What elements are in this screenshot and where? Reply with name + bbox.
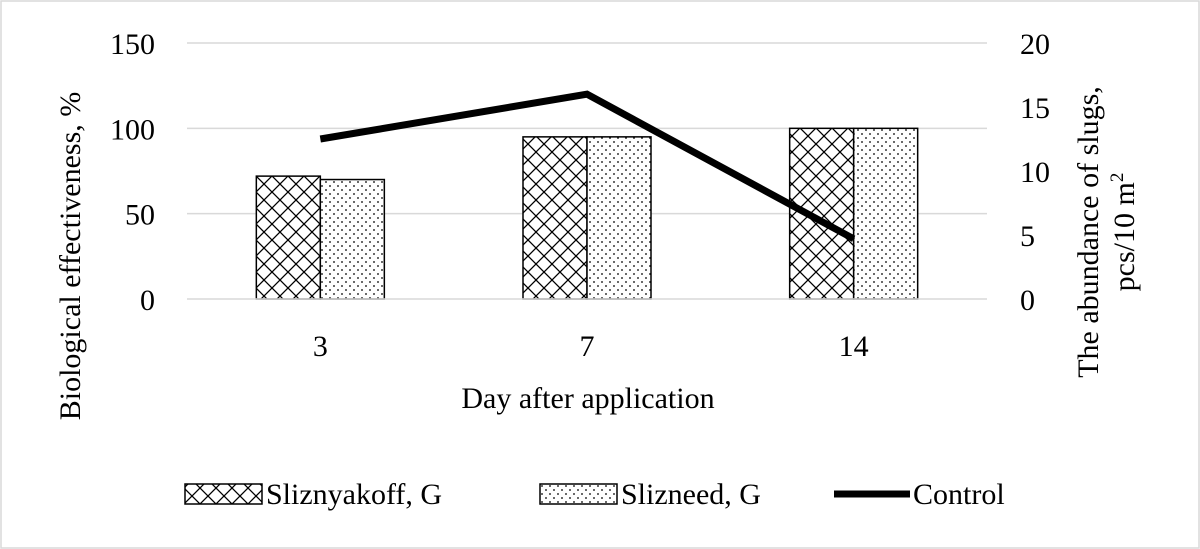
y2-axis-title-line2: pcs/10 m2 — [1107, 173, 1141, 292]
legend-label: Control — [913, 478, 1005, 511]
y-tick-label: 0 — [140, 284, 155, 317]
y2-axis-title-unit: pcs/10 m — [1108, 182, 1141, 291]
y-axis-title: Biological effectiveness, % — [54, 92, 87, 421]
y2-tick-label: 0 — [1020, 284, 1035, 317]
y2-tick-label: 20 — [1020, 28, 1050, 61]
x-tick-label: 14 — [839, 330, 869, 363]
legend-label: Slizneed, G — [621, 478, 761, 511]
legend-item: Slizneed, G — [539, 478, 761, 511]
legend: Sliznyakoff, G Slizneed, G Control — [184, 478, 1005, 511]
bar — [586, 136, 652, 300]
axis-layer: 0 50 100 150 0 5 10 15 20 3 7 14 — [110, 28, 1050, 363]
bar — [788, 127, 855, 300]
legend-item: Control — [834, 478, 1005, 511]
y-tick-label: 100 — [110, 113, 155, 146]
legend-item: Sliznyakoff, G — [184, 478, 442, 511]
y2-axis-title: The abundance of slugs, pcs/10 m2 — [1072, 86, 1141, 378]
y2-tick-label: 10 — [1020, 156, 1050, 189]
bar — [522, 136, 588, 300]
x-tick-label: 3 — [313, 330, 328, 363]
line-layer — [319, 90, 856, 242]
y-tick-label: 50 — [125, 199, 155, 232]
bar — [319, 178, 386, 300]
y2-axis-title-superscript: 2 — [1107, 173, 1128, 183]
bar — [852, 127, 919, 300]
bars-layer — [255, 127, 919, 300]
legend-swatch — [184, 483, 263, 505]
legend-label: Sliznyakoff, G — [266, 478, 442, 511]
x-tick-label: 7 — [580, 330, 595, 363]
y2-tick-label: 15 — [1020, 92, 1050, 125]
legend-swatch — [539, 483, 618, 505]
y2-axis-title-line1: The abundance of slugs, — [1072, 86, 1105, 378]
y2-tick-label: 5 — [1020, 220, 1035, 253]
bar — [255, 175, 322, 300]
y-tick-label: 150 — [110, 28, 155, 61]
control-line — [319, 90, 856, 242]
x-axis-title: Day after application — [461, 382, 714, 415]
